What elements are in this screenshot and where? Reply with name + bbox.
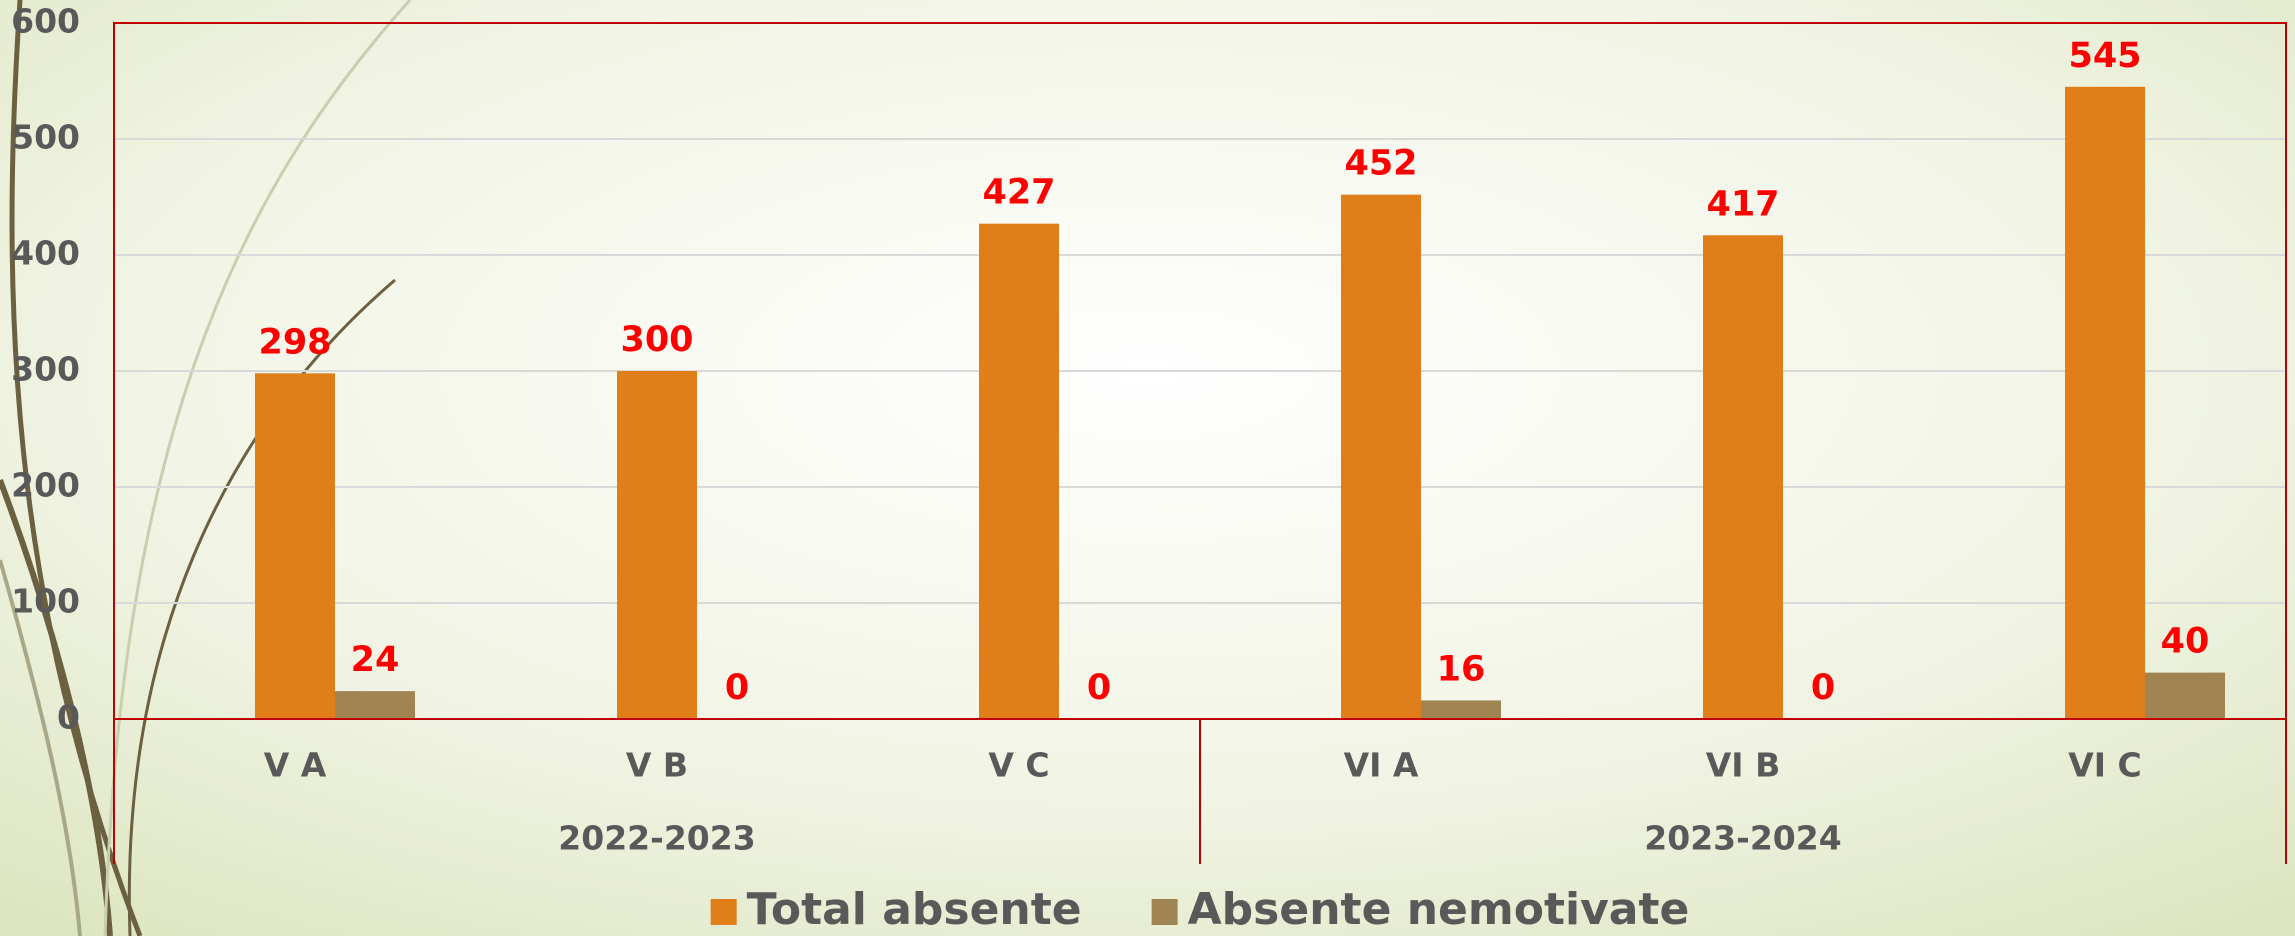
background — [0, 0, 2295, 936]
x-tick-label: VI A — [1344, 746, 1419, 785]
x-tick-label: V C — [988, 746, 1049, 785]
data-label: 0 — [1087, 668, 1111, 708]
x-tick-label: VI C — [2068, 746, 2142, 785]
bar — [1341, 195, 1421, 719]
data-label: 545 — [2068, 36, 2141, 76]
bar — [2145, 673, 2225, 719]
bar — [1421, 700, 1501, 719]
bar — [617, 371, 697, 719]
group-label: 2022-2023 — [558, 819, 755, 858]
y-tick-label: 300 — [11, 350, 80, 389]
y-tick-label: 400 — [11, 234, 80, 273]
bar — [979, 224, 1059, 719]
y-tick-label: 100 — [11, 582, 80, 621]
data-label: 0 — [1811, 668, 1835, 708]
legend-swatch — [1152, 899, 1178, 925]
bar — [2065, 87, 2145, 719]
bar — [1703, 235, 1783, 719]
bar — [335, 691, 415, 719]
x-tick-label: VI B — [1706, 746, 1780, 785]
data-label: 417 — [1706, 184, 1779, 224]
data-label: 24 — [351, 640, 400, 680]
chart: 0100200300400500600V A29824V B3000V C427… — [0, 0, 2295, 936]
data-label: 40 — [2161, 622, 2210, 662]
y-tick-label: 600 — [11, 2, 80, 41]
data-label: 452 — [1344, 144, 1417, 184]
data-label: 298 — [258, 322, 331, 362]
y-tick-label: 500 — [11, 118, 80, 157]
data-label: 16 — [1437, 649, 1486, 689]
bar — [255, 373, 335, 719]
legend-swatch — [711, 899, 737, 925]
data-label: 0 — [725, 668, 749, 708]
x-tick-label: V A — [264, 746, 327, 785]
legend-label: Absente nemotivate — [1188, 884, 1690, 935]
x-tick-label: V B — [626, 746, 688, 785]
data-label: 427 — [982, 173, 1055, 213]
data-label: 300 — [620, 320, 693, 360]
y-tick-label: 200 — [11, 466, 80, 505]
legend-label: Total absente — [747, 884, 1082, 935]
group-label: 2023-2024 — [1644, 819, 1841, 858]
page: {"chart_data": {"type": "bar", "categori… — [0, 0, 2295, 936]
y-tick-label: 0 — [57, 698, 80, 737]
